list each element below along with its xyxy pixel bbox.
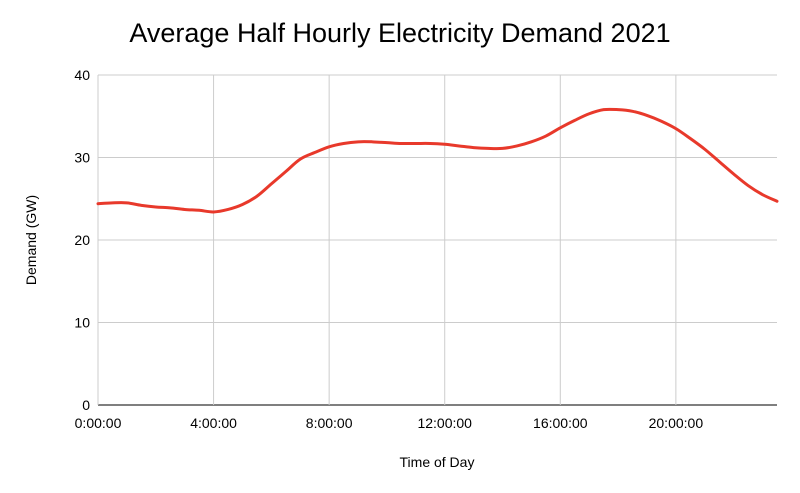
data-point — [574, 119, 576, 121]
data-point — [675, 127, 677, 129]
series-layer — [96, 107, 779, 214]
data-point — [183, 208, 185, 210]
data-point — [357, 141, 359, 143]
data-point — [602, 108, 604, 110]
y-tick-label: 10 — [74, 315, 90, 331]
data-point — [631, 110, 633, 112]
data-point — [429, 142, 431, 144]
data-point — [270, 183, 272, 185]
data-point — [458, 145, 460, 147]
x-tick-label: 12:00:00 — [417, 415, 472, 431]
y-tick-label: 30 — [74, 150, 90, 166]
data-point — [285, 170, 287, 172]
data-point — [776, 200, 778, 202]
data-point — [617, 108, 619, 110]
data-point — [400, 142, 402, 144]
data-point — [314, 151, 316, 153]
y-tick-label: 20 — [74, 232, 90, 248]
x-tick-label: 20:00:00 — [649, 415, 704, 431]
data-point — [559, 127, 561, 129]
data-point — [227, 208, 229, 210]
y-tick-label: 40 — [74, 67, 90, 83]
data-point — [111, 202, 113, 204]
series-line — [96, 107, 779, 214]
data-point — [256, 195, 258, 197]
data-point — [689, 137, 691, 139]
data-point — [299, 158, 301, 160]
data-point — [530, 141, 532, 143]
data-point — [198, 209, 200, 211]
data-point — [732, 173, 734, 175]
data-point — [545, 135, 547, 137]
data-point — [241, 203, 243, 205]
x-axis-title: Time of Day — [400, 454, 475, 470]
x-tick-label: 8:00:00 — [306, 415, 353, 431]
data-point — [747, 184, 749, 186]
data-point — [97, 203, 99, 205]
x-tick-label: 4:00:00 — [190, 415, 237, 431]
data-point — [487, 147, 489, 149]
y-tick-label: 0 — [82, 397, 90, 413]
x-tick-labels: 0:00:00 4:00:00 8:00:00 12:00:00 16:00:00 20:… — [75, 415, 704, 431]
data-point — [328, 146, 330, 148]
data-point — [501, 147, 503, 149]
grid — [97, 74, 777, 406]
data-point — [371, 141, 373, 143]
chart-title: Average Half Hourly Electricity Demand 2… — [129, 18, 671, 48]
data-point — [704, 148, 706, 150]
data-point — [415, 142, 417, 144]
data-point — [140, 204, 142, 206]
data-point — [444, 143, 446, 145]
y-tick-labels: 0 10 20 30 40 — [74, 67, 90, 413]
data-point — [155, 206, 157, 208]
y-axis-title: Demand (GW) — [23, 195, 39, 285]
data-point — [472, 146, 474, 148]
data-point — [718, 160, 720, 162]
data-point — [516, 145, 518, 147]
data-point — [646, 114, 648, 116]
data-point — [212, 211, 214, 213]
data-point — [588, 113, 590, 115]
data-point — [761, 193, 763, 195]
data-point — [660, 120, 662, 122]
data-point — [126, 202, 128, 204]
data-point — [386, 141, 388, 143]
data-point — [342, 142, 344, 144]
x-tick-label: 16:00:00 — [533, 415, 588, 431]
data-point — [169, 207, 171, 209]
x-tick-label: 0:00:00 — [75, 415, 122, 431]
